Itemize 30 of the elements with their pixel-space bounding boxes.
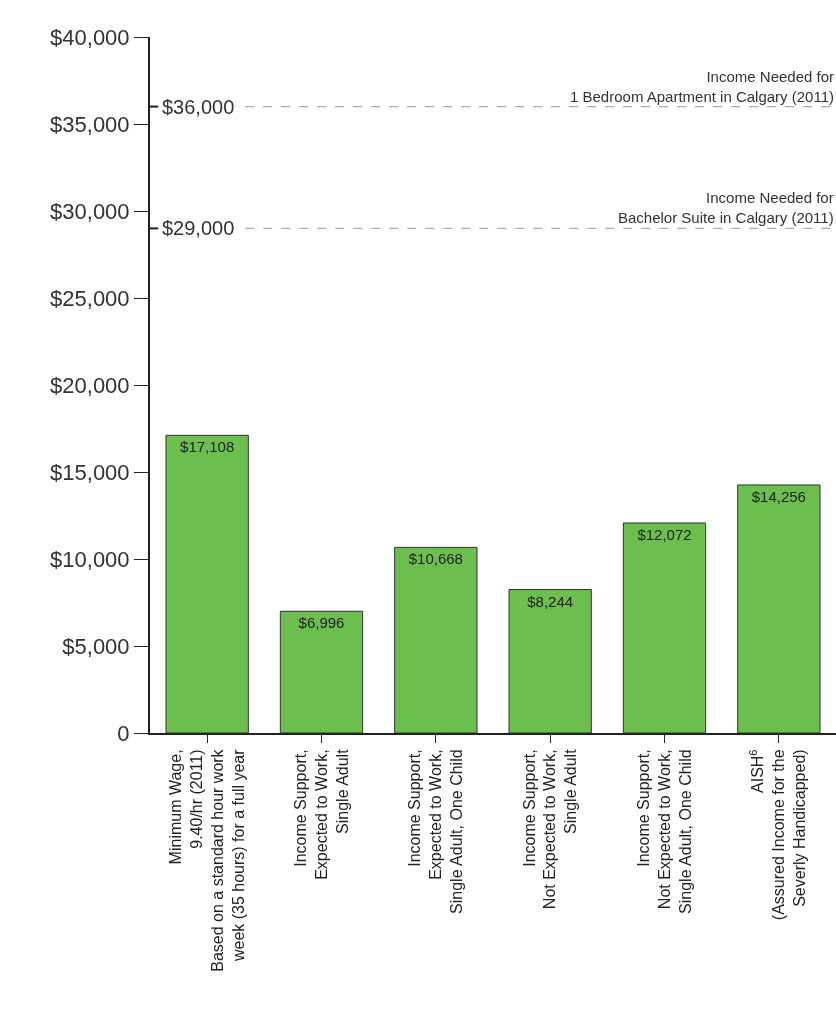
- x-tick-label: Income Support, Expected to Work, Single Adult, One Child: [406, 749, 465, 914]
- x-tick-label: AISH$^{6}$ (Assured Income for the Severly Handicapped): [746, 749, 808, 921]
- y-tick-label: 0: [117, 720, 130, 746]
- bar: [165, 434, 249, 733]
- y-tick-label: $25,000: [50, 285, 130, 311]
- data-label: $10,668: [408, 550, 463, 568]
- data-label: $17,108: [180, 438, 235, 456]
- data-label: $14,256: [751, 487, 806, 505]
- y-tick-label: $5,000: [62, 633, 130, 659]
- bar: [737, 484, 821, 733]
- y-tick-label: $10,000: [50, 546, 130, 572]
- bar: [279, 610, 364, 733]
- bar: [508, 589, 592, 733]
- y-tick-label: $35,000: [50, 111, 130, 137]
- annotation: Income Needed for Bachelor Suite in Calgary (2011): [618, 189, 834, 226]
- bar: [622, 522, 707, 733]
- ref-line-label: $36,000: [162, 96, 235, 118]
- data-label: $8,244: [527, 592, 574, 610]
- annotation: Income Needed for 1 Bedroom Apartment in Calgary (2011): [570, 68, 835, 105]
- x-tick-label: Income Support, Not Expected to Work, Single Adult: [520, 748, 580, 910]
- ref-line-label: $29,000: [162, 217, 235, 239]
- x-tick-label: Income Support, Not Expected to Work, Single Adult, One Child: [634, 749, 694, 914]
- y-tick-label: $15,000: [50, 459, 130, 485]
- bar: [394, 546, 478, 733]
- y-tick-label: $40,000: [50, 24, 130, 50]
- data-label: $12,072: [637, 525, 692, 543]
- x-tick-label: Minimum Wage, 9.40/hr (2011) Based on a standard hour work week (35 hours) for a full year: [167, 748, 247, 972]
- y-tick-label: $20,000: [50, 372, 130, 398]
- y-tick-label: $30,000: [50, 198, 130, 224]
- data-label: $6,996: [298, 614, 345, 632]
